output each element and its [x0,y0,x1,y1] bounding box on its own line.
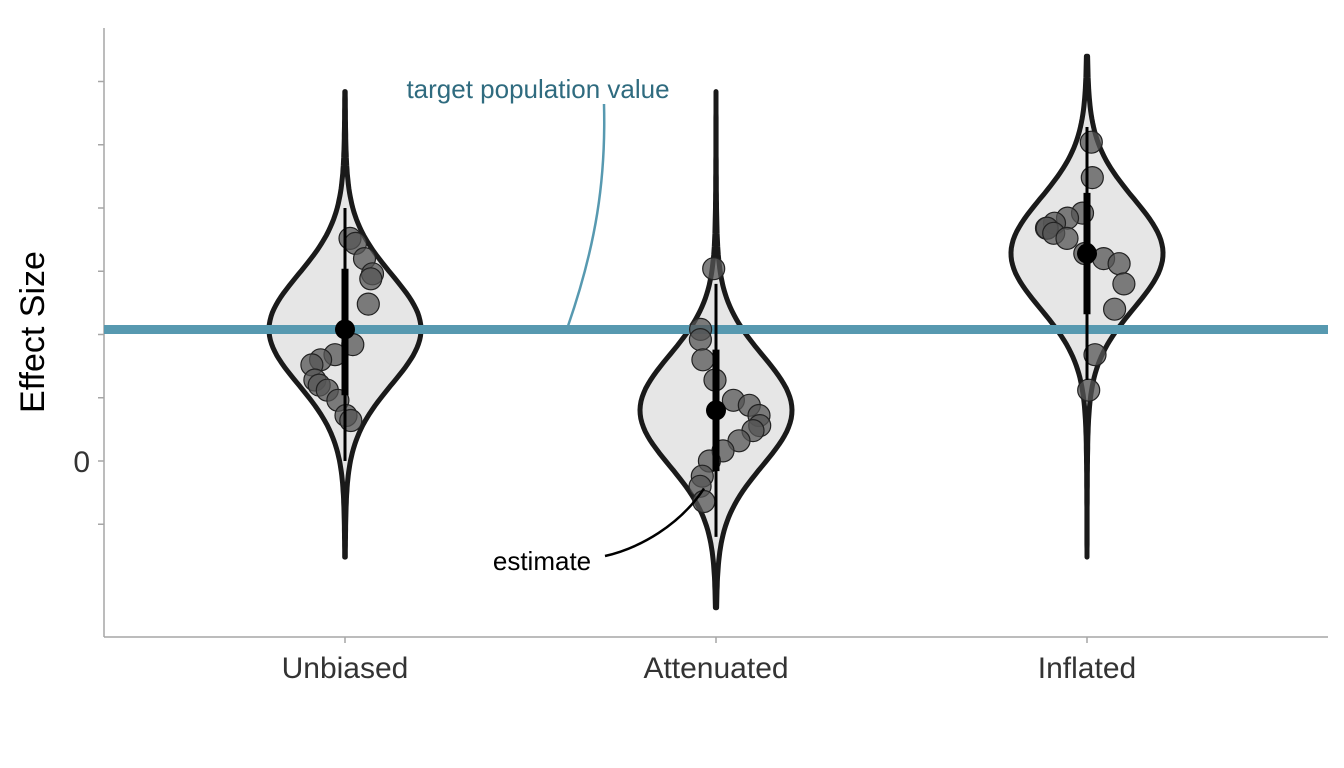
x-ticks: Unbiased Attenuated Inflated [282,637,1136,685]
y-axis-title: Effect Size [14,251,52,413]
x-tick-label: Attenuated [643,652,788,685]
annotations: target population value estimate [406,74,706,576]
data-point [356,292,380,316]
estimate-label-leader [604,487,706,558]
group-marks [300,127,1136,537]
y-ticks: 0 [73,80,104,525]
points-unbiased [300,226,385,433]
y-tick-label: 0 [73,446,90,479]
data-point [1077,378,1101,402]
data-point [1112,272,1136,296]
estimate-label: estimate [493,546,591,576]
x-tick-label: Inflated [1038,652,1136,685]
points-attenuated [688,257,772,514]
data-point [1079,130,1103,154]
data-point [1080,166,1104,190]
data-point [691,348,715,372]
axes: 0 Unbiased Attenuated Inflated [73,28,1328,685]
reference-label-leader [566,103,606,327]
data-point [1055,226,1079,250]
estimate-point-unbiased [335,319,355,340]
estimate-point-attenuated [706,400,726,421]
reference-line-label: target population value [406,74,669,104]
data-point [1083,343,1107,367]
data-point [702,257,726,281]
data-point [339,408,363,433]
data-point [359,267,383,291]
x-tick-label: Unbiased [282,652,409,685]
data-point [1102,297,1127,321]
data-point [688,328,713,352]
estimate-point-inflated [1077,243,1097,264]
data-point [692,489,716,514]
data-point [1107,252,1131,276]
